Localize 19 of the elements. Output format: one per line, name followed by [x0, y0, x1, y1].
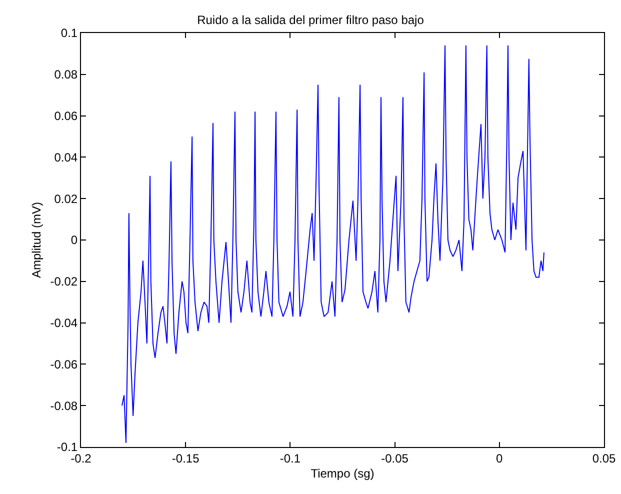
line-series	[122, 44, 544, 444]
x-axis-title: Tiempo (sg)	[310, 466, 374, 480]
chart-title: Ruido a la salida del primer filtro paso bajo	[197, 13, 424, 28]
y-tick-label: -0.06	[50, 357, 78, 372]
y-tick-label: 0.04	[54, 150, 78, 164]
y-tick-label: 0.06	[54, 109, 78, 123]
y-tick-label: 0.02	[54, 192, 78, 206]
x-tick-label: 0	[496, 451, 504, 466]
y-tick-label: -0.02	[50, 274, 78, 289]
y-tick-label: 0.1	[60, 26, 78, 40]
x-tick-label: -0.15	[172, 451, 200, 466]
y-tick-label: 0.08	[54, 68, 78, 82]
y-axis-title: Amplitud (mV)	[30, 202, 44, 278]
y-tick-label: -0.08	[50, 398, 78, 413]
y-tick-label: -0.04	[50, 316, 78, 330]
y-tick-label: 0	[70, 233, 78, 248]
x-tick-label: -0.1	[280, 451, 301, 466]
x-tick-label: -0.05	[381, 451, 409, 466]
x-tick-label: 0.05	[592, 451, 616, 466]
